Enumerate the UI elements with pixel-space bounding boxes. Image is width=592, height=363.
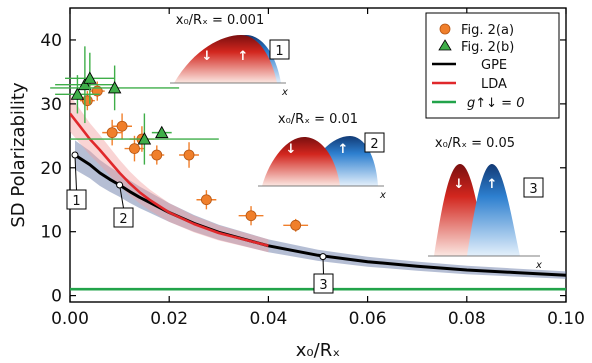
inset-1-axis-symbol: x — [281, 87, 288, 98]
data-points — [50, 46, 309, 232]
y-axis-label: SD Polarizability — [8, 82, 29, 228]
inset-3-blue-density — [467, 164, 520, 256]
y-tick-label: 20 — [40, 159, 62, 179]
legend-marker-fig2a — [439, 23, 451, 35]
legend-label-lda: LDA — [481, 77, 507, 92]
curve-markers: 1 2 3 — [66, 151, 334, 294]
inset-2-title: x₀/Rₓ = 0.01 — [278, 112, 358, 127]
x-tick-label: 0.10 — [547, 309, 585, 329]
marker-box-1 — [66, 189, 87, 210]
x-tick-label: 0.02 — [150, 309, 188, 329]
point-fig2a — [116, 120, 128, 132]
point-fig2a — [151, 149, 163, 161]
point-fig2a — [81, 95, 93, 107]
point-fig2a — [106, 127, 118, 139]
inset-2-red-density — [262, 137, 340, 186]
inset-3-axis-symbol: x — [535, 260, 542, 271]
legend: Fig. 2(a) Fig. 2(b) GPE LDA g↑↓ = 0 — [425, 12, 560, 119]
inset-3-down-arrow: ↓ — [454, 177, 465, 192]
inset-1-title: x₀/Rₓ = 0.001 — [176, 13, 264, 28]
confidence-bands — [70, 95, 566, 279]
marker-point-3 — [319, 253, 327, 261]
y-tick-label: 40 — [40, 31, 62, 51]
inset-2: x₀/Rₓ = 0.01 ↓ ↑ x 2 — [258, 112, 386, 201]
inset-1: x₀/Rₓ = 0.001 ↓ ↑ x 1 — [170, 13, 290, 98]
marker-point-1 — [71, 151, 79, 159]
legend-marker-fig2b — [438, 39, 452, 51]
inset-3-up-arrow: ↑ — [487, 177, 498, 192]
legend-label-g0: g↑↓ = 0 — [467, 96, 524, 111]
marker-box-3 — [313, 273, 334, 294]
point-fig2b — [155, 125, 169, 139]
inset-2-up-arrow: ↑ — [338, 142, 349, 157]
inset-1-down-arrow: ↓ — [202, 49, 213, 64]
band-lda — [70, 95, 269, 253]
point-fig2b — [137, 132, 152, 145]
point-fig2a — [129, 143, 140, 155]
x-tick-label: 0.08 — [448, 309, 486, 329]
y-tick-label: 30 — [40, 95, 62, 115]
x-tick-label: 0.06 — [349, 309, 387, 329]
legend-label-fig2b: Fig. 2(b) — [461, 40, 514, 55]
marker-leader-1 — [74, 154, 77, 191]
legend-label-fig2a: Fig. 2(a) — [461, 23, 514, 38]
y-tick-label: 0 — [51, 287, 62, 307]
point-fig2a — [245, 210, 257, 222]
axis-ticks: 0.00 0.02 0.04 0.06 0.08 0.10 0 10 20 30 40 — [40, 8, 585, 329]
point-fig2b — [78, 77, 92, 91]
point-fig2b — [107, 80, 122, 94]
band-gpe — [75, 140, 566, 279]
x-axis-label: x₀/Rₓ — [296, 340, 340, 361]
inset-2-down-arrow: ↓ — [286, 142, 297, 157]
marker-leader-2 — [119, 184, 124, 209]
point-fig2b — [83, 71, 97, 84]
point-fig2a — [200, 194, 212, 206]
x-tick-label: 0.04 — [249, 309, 287, 329]
marker-label-1: 1 — [72, 194, 80, 209]
marker-label-3: 3 — [319, 278, 327, 293]
marker-label-2: 2 — [119, 212, 127, 227]
inset-2-axis-symbol: x — [379, 190, 386, 201]
legend-label-gpe: GPE — [481, 58, 507, 73]
inset-2-box — [364, 132, 385, 153]
inset-1-label: 1 — [275, 44, 283, 59]
point-fig2a — [183, 149, 195, 161]
inset-3-box — [523, 177, 544, 198]
inset-3-label: 3 — [529, 182, 537, 197]
line-lda — [70, 112, 269, 248]
y-tick-label: 10 — [40, 223, 62, 243]
inset-2-label: 2 — [370, 137, 378, 152]
x-tick-label: 0.00 — [51, 309, 89, 329]
marker-box-2 — [113, 207, 134, 228]
inset-3: x₀/Rₓ = 0.05 ↓ ↑ x 3 — [428, 136, 544, 271]
inset-1-up-arrow: ↑ — [238, 49, 249, 64]
marker-point-2 — [116, 181, 124, 189]
plot-frame — [69, 7, 567, 303]
point-fig2a — [290, 219, 302, 231]
inset-1-box — [269, 39, 290, 60]
point-fig2b — [70, 87, 85, 100]
inset-3-title: x₀/Rₓ = 0.05 — [435, 136, 515, 151]
inset-1-red-density — [174, 35, 277, 83]
